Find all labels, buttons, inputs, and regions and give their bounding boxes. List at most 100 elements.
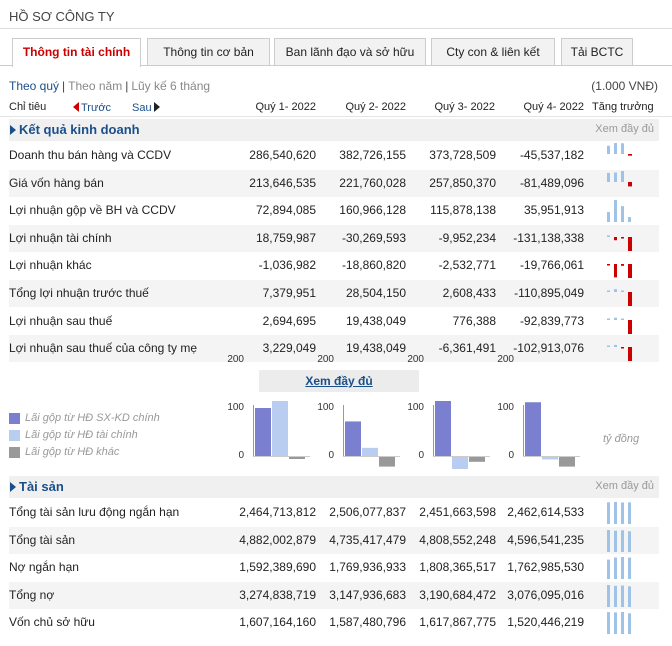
period-yearly[interactable]: Theo năm [68,79,123,93]
sparkline-bar [628,347,632,362]
cell-value: 3,229,049 [262,341,316,356]
zero-line [433,456,490,457]
next-button[interactable]: Sau [132,102,160,114]
cell-value: 160,966,128 [339,203,406,218]
sparkline-bar [614,200,617,223]
chart-bar [255,408,271,456]
y-tick-label: 0 [418,450,424,461]
growth-sparkline [607,502,631,524]
cell-value: 1,520,446,219 [507,615,584,630]
row-label: Doanh thu bán hàng và CCDV [9,148,172,162]
view-full-link[interactable]: Xem đầy đủ [595,480,654,492]
cell-value: -19,766,061 [519,258,584,273]
zero-line [343,456,400,457]
sparkline-bar [614,557,617,580]
cell-value: 4,735,417,479 [329,532,406,547]
sparkline-bar [621,502,624,524]
row-label: Lợi nhuận sau thuế [9,313,113,328]
tab-subsidiaries[interactable]: Cty con & liên kết [431,38,555,66]
sparkline-bar [607,318,610,320]
title-divider [0,28,672,29]
row-label: Vốn chủ sở hữu [9,615,95,630]
y-tick-label: 100 [317,402,334,413]
sparkline-bar [621,318,624,320]
growth-sparkline [607,612,631,635]
mini-chart-plot [343,405,400,467]
growth-sparkline [607,289,632,306]
cell-value: 2,464,713,812 [239,505,316,519]
y-tick-label: 0 [328,450,334,461]
y-tick-label: 200 [227,354,244,365]
cell-value: 1,587,480,796 [329,615,406,630]
page-title: HỒ SƠ CÔNG TY [9,9,115,24]
cell-value: -92,839,773 [519,313,584,328]
y-tick-label: 200 [497,354,514,365]
cell-value: 776,388 [452,313,496,328]
period-quarterly[interactable]: Theo quý [9,79,60,93]
y-axis-line [433,405,434,456]
row-label: Tổng tài sản [9,532,76,547]
legend-swatch [9,413,20,424]
sparkline-bar [607,529,610,552]
period-cumulative[interactable]: Lũy kế 6 tháng [131,79,211,93]
sparkline-bar [614,289,617,292]
sparkline-bar [614,502,617,524]
cell-value: -9,952,234 [438,230,496,245]
arrow-right-icon [153,102,160,112]
chart-bar [469,457,485,462]
cell-value: -45,537,182 [519,148,584,162]
cell-value: 3,076,095,016 [507,587,584,602]
y-tick-label: 100 [227,402,244,413]
tab-basic-info[interactable]: Thông tin cơ bản [147,38,270,66]
sparkline-bar [607,145,610,154]
sparkline-bar [607,502,610,524]
prev-label: Trước [81,102,112,114]
table-header: Chỉ tiêu Trước Sau Quý 1- 2022 Quý 2- 20… [0,99,672,117]
cell-value: 72,894,085 [255,203,316,218]
tab-download-reports[interactable]: Tải BCTC [561,38,633,66]
chart-bar [345,421,361,456]
cell-value: 2,608,433 [442,286,496,300]
table-row: Tổng nợ 3,274,838,719 3,147,936,683 3,190,6… [9,581,659,609]
sparkline-bar [614,264,617,278]
header-q2: Quý 2- 2022 [345,101,406,113]
mini-chart-plot [253,401,310,459]
tab-leadership-ownership[interactable]: Ban lãnh đạo và sở hữu [274,38,426,66]
growth-sparkline [607,235,632,251]
table-row: Vốn chủ sở hữu 1,607,164,160 1,587,480,796… [9,609,659,636]
sparkline-bar [628,181,632,187]
y-tick-label: 0 [238,450,244,461]
prev-button[interactable]: Trước [73,102,111,114]
row-label: Lợi nhuận tài chính [9,230,112,245]
view-full-button[interactable]: Xem đầy đủ [259,370,419,392]
row-label: Tổng nợ [9,587,55,602]
header-q3: Quý 3- 2022 [434,101,495,113]
cell-value: 2,694,695 [262,313,316,328]
sparkline-bar [614,236,617,241]
sparkline-bar [614,143,617,154]
y-tick-label: 100 [497,402,514,413]
unit-note: (1.000 VNĐ) [591,79,658,93]
sparkline-bar [614,317,617,320]
tab-financial-info[interactable]: Thông tin tài chính [12,38,141,67]
sparkline-bar [614,530,617,552]
sparkline-bar [621,170,624,182]
cell-value: 373,728,509 [429,148,496,162]
cell-value: 257,850,370 [429,175,496,190]
sparkline-bar [628,319,632,334]
chart-bar [362,447,378,456]
y-tick-label: 200 [407,354,424,365]
cell-value: 213,646,535 [249,175,316,190]
cell-value: -30,269,593 [341,230,406,245]
header-growth: Tăng trưởng [592,101,654,113]
table-row: Lợi nhuận sau thuế của công ty mẹ 3,229,0… [9,335,659,363]
cell-value: 221,760,028 [339,175,406,190]
cell-value: 1,617,867,775 [419,615,496,630]
zero-line [253,456,310,457]
growth-sparkline [607,584,631,607]
view-full-link[interactable]: Xem đầy đủ [595,123,654,135]
sparkline-bar [628,557,631,580]
growth-sparkline [607,345,632,362]
chart-bar [272,401,288,456]
sparkline-bar [621,206,624,223]
